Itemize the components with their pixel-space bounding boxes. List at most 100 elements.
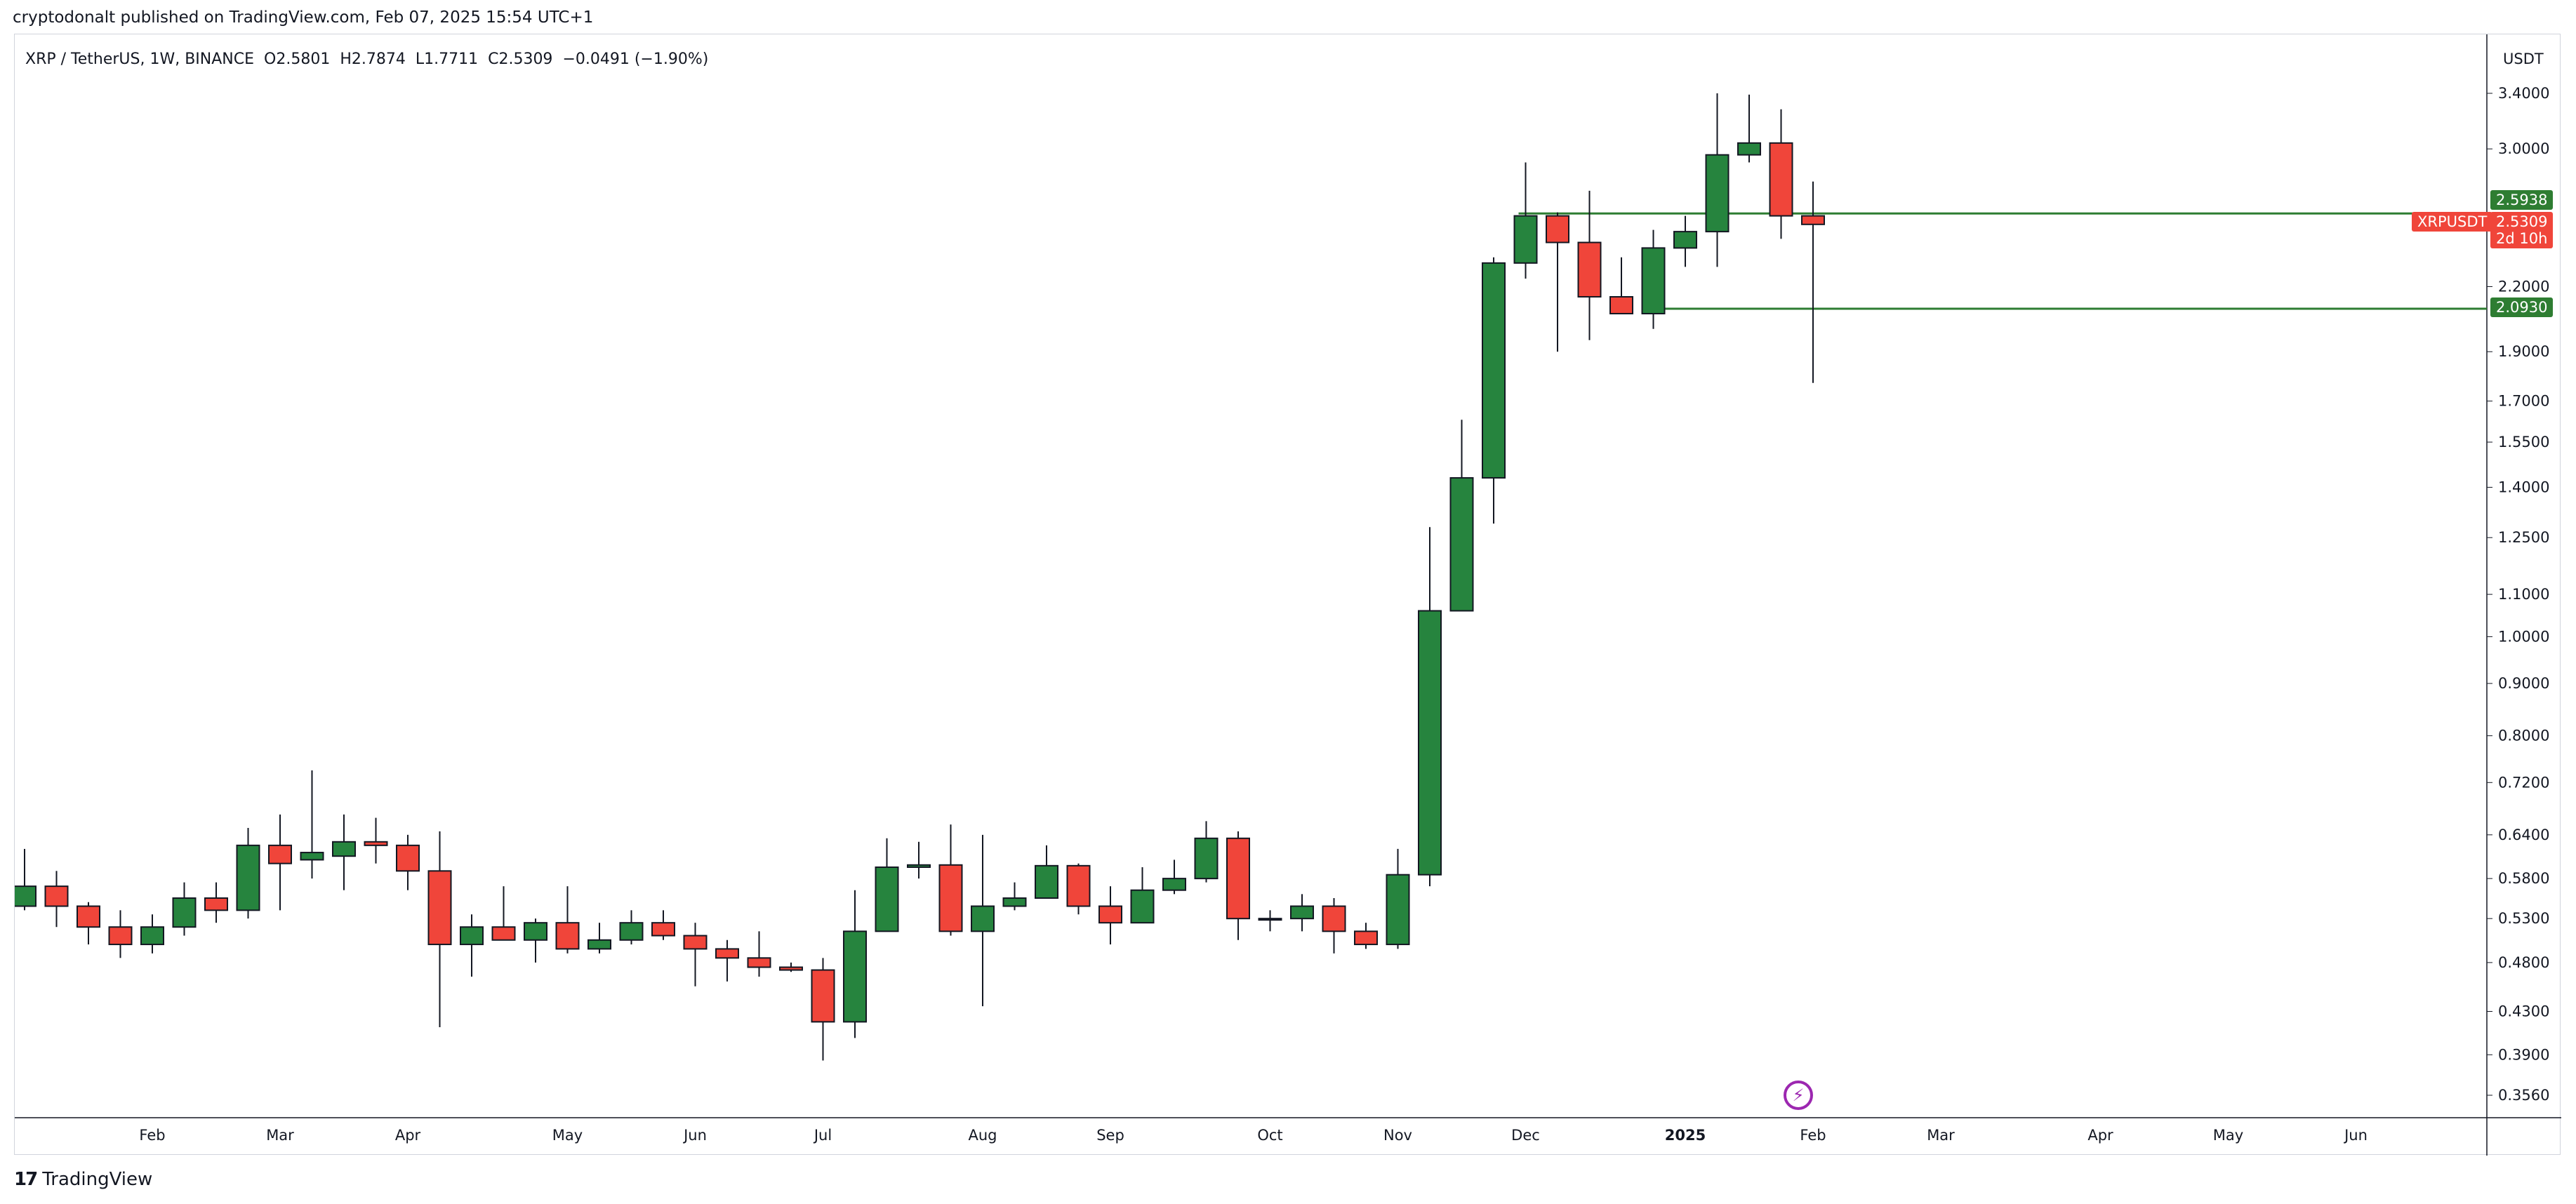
- candle[interactable]: [1258, 910, 1282, 932]
- candle[interactable]: [1322, 898, 1346, 954]
- candle[interactable]: [1290, 894, 1314, 932]
- candle[interactable]: [1162, 859, 1186, 895]
- candle[interactable]: [236, 828, 260, 919]
- candle[interactable]: [1386, 848, 1410, 949]
- candle[interactable]: [875, 838, 899, 932]
- candle-body: [524, 922, 547, 941]
- candle-body: [491, 926, 516, 941]
- legend-symbol: XRP / TetherUS, 1W, BINANCE: [25, 51, 255, 68]
- publish-line: cryptodonalt published on TradingView.co…: [13, 8, 594, 27]
- candle-body: [268, 844, 292, 864]
- candle-body: [555, 922, 580, 950]
- candle[interactable]: [1769, 109, 1793, 239]
- candle[interactable]: [364, 817, 388, 864]
- lightning-watermark-icon[interactable]: ⚡: [1784, 1081, 1813, 1110]
- candle[interactable]: [587, 923, 611, 954]
- candle[interactable]: [268, 814, 292, 911]
- candle[interactable]: [108, 910, 133, 958]
- candle[interactable]: [1130, 867, 1155, 924]
- candle[interactable]: [907, 841, 931, 879]
- x-tick-label: Feb: [1800, 1127, 1826, 1144]
- candle-body: [1577, 241, 1602, 298]
- candle[interactable]: [1609, 257, 1633, 315]
- candle[interactable]: [779, 962, 803, 972]
- candle-body: [907, 864, 931, 868]
- candle[interactable]: [1641, 229, 1666, 329]
- candle[interactable]: [1226, 831, 1250, 940]
- candle-body: [715, 948, 739, 959]
- candle[interactable]: [1098, 886, 1122, 945]
- candle[interactable]: [491, 886, 516, 941]
- candle[interactable]: [1705, 93, 1729, 267]
- candle[interactable]: [938, 824, 963, 936]
- x-tick-label: Aug: [968, 1127, 997, 1144]
- candle[interactable]: [1035, 845, 1058, 899]
- candle[interactable]: [1737, 94, 1761, 163]
- candle-body: [1609, 296, 1633, 315]
- y-tick-label: 3.4000: [2498, 85, 2549, 102]
- x-tick-label: Nov: [1383, 1127, 1412, 1144]
- x-tick-label: Apr: [395, 1127, 421, 1144]
- candle[interactable]: [1066, 863, 1091, 915]
- candle[interactable]: [332, 814, 356, 890]
- candle[interactable]: [204, 882, 228, 923]
- axis-unit-label: USDT: [2503, 51, 2544, 67]
- candle[interactable]: [1546, 212, 1569, 352]
- candlestick-chart[interactable]: 3.4000 3.0000 2.2000 1.9000 1.7000 1.5500 1.40…: [15, 34, 2561, 1156]
- candle[interactable]: [460, 914, 484, 977]
- candle[interactable]: [15, 848, 36, 911]
- y-tick-label: 1.5500: [2498, 434, 2549, 450]
- candle[interactable]: [1513, 162, 1538, 279]
- candle[interactable]: [715, 939, 739, 982]
- candle[interactable]: [1482, 257, 1506, 524]
- legend-open: O2.5801: [264, 51, 331, 68]
- candle-body: [1354, 930, 1378, 946]
- x-tick-label: Jun: [2343, 1127, 2368, 1144]
- candle[interactable]: [651, 910, 675, 940]
- x-tick-label: Jul: [813, 1127, 832, 1144]
- candle[interactable]: [1002, 882, 1027, 911]
- candle[interactable]: [971, 834, 995, 1007]
- x-tick-label: Apr: [2087, 1127, 2113, 1144]
- candle[interactable]: [619, 910, 644, 945]
- y-tick-label: 1.7000: [2498, 393, 2549, 410]
- candle[interactable]: [44, 871, 69, 928]
- candle[interactable]: [1673, 215, 1697, 267]
- y-tick-label: 1.9000: [2498, 343, 2549, 360]
- candle-body: [460, 926, 484, 946]
- x-tick-label: Feb: [139, 1127, 165, 1144]
- candle[interactable]: [1801, 181, 1825, 383]
- x-tick-label: Dec: [1511, 1127, 1540, 1144]
- candle-body: [1513, 215, 1538, 264]
- candle[interactable]: [683, 923, 708, 986]
- candle[interactable]: [300, 770, 324, 879]
- candle[interactable]: [555, 886, 580, 954]
- y-tick-label: 0.3900: [2498, 1046, 2549, 1063]
- candle[interactable]: [1194, 821, 1219, 883]
- candle[interactable]: [1449, 420, 1474, 612]
- x-tick-label: 2025: [1665, 1127, 1706, 1144]
- candle[interactable]: [172, 882, 197, 936]
- candle[interactable]: [1418, 527, 1442, 887]
- y-tick-label: 1.4000: [2498, 479, 2549, 495]
- candle[interactable]: [77, 902, 100, 945]
- y-tick-label: 0.9000: [2498, 675, 2549, 692]
- x-tick-label: Oct: [1257, 1127, 1282, 1144]
- candle[interactable]: [427, 831, 452, 1027]
- footer-brand[interactable]: 𝟭𝟳 TradingView: [14, 1169, 152, 1190]
- level-lower-tag: 2.0930: [2490, 297, 2554, 317]
- candle[interactable]: [140, 914, 164, 954]
- candle[interactable]: [524, 918, 547, 963]
- candle[interactable]: [843, 890, 867, 1038]
- chart-frame[interactable]: 3.4000 3.0000 2.2000 1.9000 1.7000 1.5500 1.40…: [14, 34, 2561, 1156]
- candle[interactable]: [811, 958, 835, 1061]
- candle[interactable]: [747, 931, 771, 977]
- candle[interactable]: [1577, 190, 1602, 340]
- candle[interactable]: [396, 834, 420, 890]
- candle-body: [77, 905, 100, 928]
- candle-body: [427, 870, 452, 946]
- candle[interactable]: [1354, 923, 1378, 949]
- candle-body: [332, 841, 356, 857]
- candle-body: [779, 966, 803, 971]
- candle-body: [1322, 905, 1346, 932]
